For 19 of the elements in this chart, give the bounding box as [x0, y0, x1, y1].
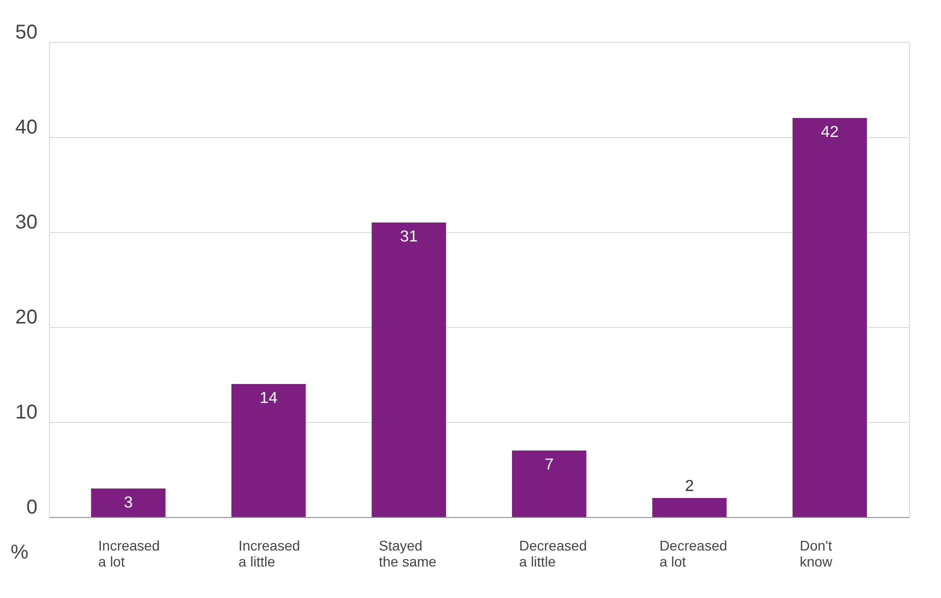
- x-tick-label: Increased a little: [238, 538, 300, 570]
- x-tick-label: Decreased a little: [519, 538, 587, 570]
- y-tick-label: 40: [15, 116, 38, 138]
- x-tick-label: Increased a lot: [98, 538, 160, 570]
- data-label: 42: [820, 124, 839, 141]
- x-tick-label: Stayed the same: [378, 538, 437, 570]
- data-label: 7: [544, 456, 554, 474]
- data-label: 3: [124, 494, 133, 512]
- y-tick-label: 10: [15, 402, 38, 424]
- data-label: 31: [400, 228, 418, 246]
- y-tick-label: 50: [15, 22, 38, 44]
- data-label: 14: [260, 390, 278, 407]
- y-tick-label: 20: [15, 306, 38, 328]
- x-tick-label: Decreased a lot: [659, 538, 728, 570]
- x-tick-label: Don't know: [800, 538, 834, 570]
- y-axis-title: %: [10, 542, 29, 564]
- y-tick-label: 0: [26, 496, 38, 518]
- data-label: 2: [684, 478, 694, 495]
- y-tick-label: 30: [15, 212, 38, 234]
